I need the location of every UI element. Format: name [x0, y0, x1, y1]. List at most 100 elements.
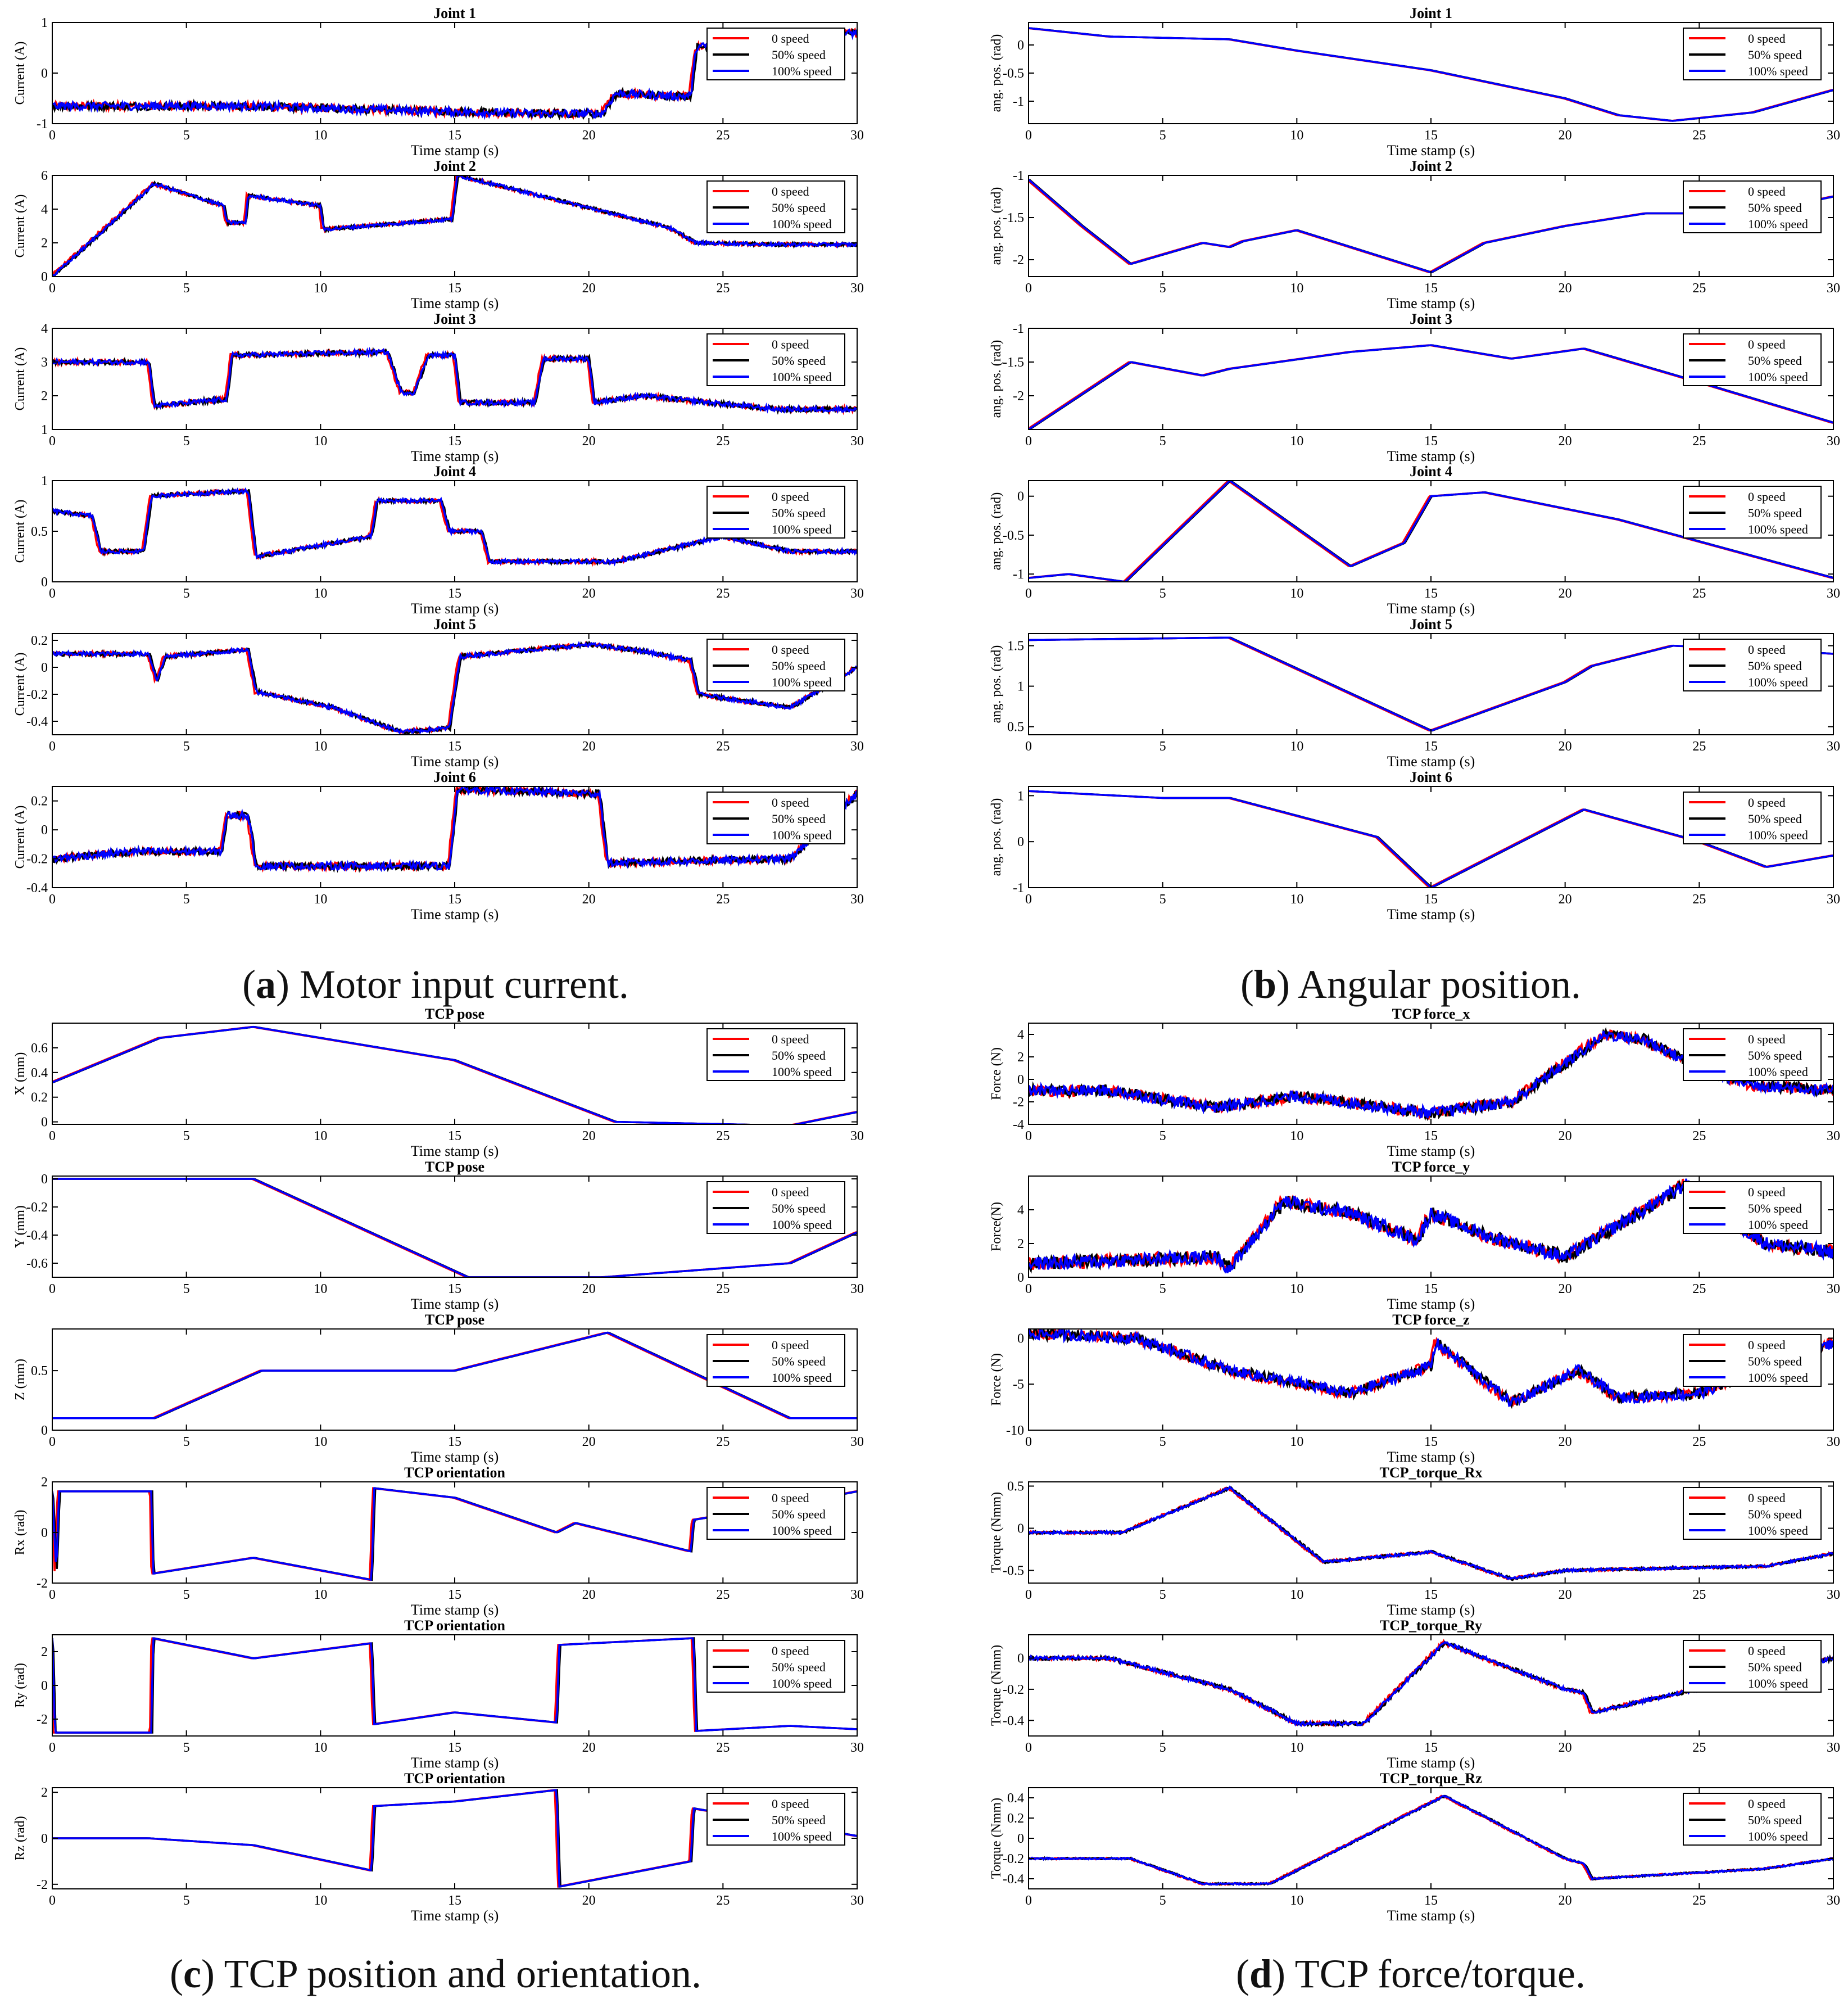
- x-tick-label: 20: [582, 1588, 596, 1602]
- y-tick-label: -1: [1013, 881, 1024, 896]
- y-tick-label: -0.5: [1003, 528, 1024, 543]
- legend-entry: 50% speed: [1748, 506, 1802, 520]
- x-tick-label: 25: [716, 1129, 730, 1143]
- y-tick-label: -0.2: [26, 852, 48, 867]
- x-tick-label: 20: [582, 1129, 596, 1143]
- x-axis-label: Time stamp (s): [411, 448, 499, 464]
- series-group: [1029, 1329, 1833, 1409]
- x-tick-label: 15: [448, 434, 461, 449]
- y-tick-label: -2: [37, 1712, 48, 1727]
- y-tick-label: 0: [41, 1832, 48, 1846]
- x-axis-label: Time stamp (s): [411, 1296, 499, 1312]
- legend: 0 speed 50% speed 100% speed: [706, 639, 845, 691]
- x-tick-label: 30: [850, 1588, 864, 1602]
- legend-entry: 0 speed: [772, 1797, 809, 1811]
- legend-entry: 0 speed: [1748, 1797, 1786, 1811]
- x-tick-label: 25: [716, 892, 730, 907]
- legend: 0 speed 50% speed 100% speed: [1683, 486, 1822, 539]
- x-axis-label: Time stamp (s): [1387, 1143, 1475, 1159]
- x-tick-label: 0: [49, 128, 56, 143]
- x-tick-label: 0: [49, 892, 56, 907]
- subplot-d-2: TCP force_y 0 5 10 15 20 25 30 Time stamp (s) 0 2 4…: [989, 1159, 1840, 1312]
- series-group: [52, 346, 857, 415]
- x-tick-label: 25: [716, 1588, 730, 1602]
- subplot-title: Joint 2: [1410, 158, 1452, 174]
- legend-entry: 50% speed: [1748, 1354, 1802, 1368]
- x-tick-label: 5: [183, 892, 190, 907]
- x-axis-label: Time stamp (s): [411, 1143, 499, 1159]
- x-tick-label: 0: [49, 739, 56, 754]
- x-axis-label: Time stamp (s): [1387, 753, 1475, 770]
- y-tick-label: -2: [1013, 253, 1024, 268]
- legend: 0 speed 50% speed 100% speed: [1683, 333, 1822, 386]
- x-tick-label: 0: [49, 586, 56, 601]
- legend-entry: 50% speed: [772, 354, 826, 368]
- x-axis-label: Time stamp (s): [411, 142, 499, 159]
- legend-entry: 50% speed: [1748, 812, 1802, 826]
- x-tick-label: 20: [582, 1282, 596, 1296]
- x-tick-label: 25: [716, 281, 730, 296]
- x-tick-label: 25: [1692, 128, 1706, 143]
- x-tick-label: 15: [1424, 281, 1438, 296]
- y-tick-label: 0.4: [31, 1066, 48, 1080]
- subplot-b-3: Joint 3 0 5 10 15 20 25 30 Time stamp (s) -2 -1.5 -…: [989, 311, 1840, 464]
- caption-d: (d) TCP force/torque.: [1236, 1951, 1586, 1996]
- legend-entry: 100% speed: [772, 1218, 832, 1232]
- y-tick-label: 1.5: [1007, 639, 1024, 654]
- x-tick-label: 15: [448, 892, 461, 907]
- legend-entry: 0 speed: [772, 1185, 809, 1199]
- x-tick-label: 30: [1827, 739, 1840, 754]
- legend-entry: 50% speed: [772, 1201, 826, 1215]
- y-tick-label: 2: [41, 389, 48, 404]
- x-tick-label: 10: [1290, 1282, 1303, 1296]
- x-tick-label: 0: [49, 1588, 56, 1602]
- legend-entry: 0 speed: [772, 795, 809, 810]
- y-tick-label: -0.2: [1003, 1683, 1024, 1697]
- x-tick-label: 0: [1025, 739, 1032, 754]
- y-axis-label: ang. pos. (rad): [989, 340, 1004, 418]
- x-tick-label: 15: [1424, 739, 1438, 754]
- y-tick-label: -1.5: [1003, 355, 1024, 370]
- x-tick-label: 10: [314, 586, 327, 601]
- subplot-title: TCP force_y: [1392, 1159, 1470, 1175]
- x-tick-label: 10: [314, 1282, 327, 1296]
- x-tick-label: 5: [1159, 1740, 1166, 1755]
- x-tick-label: 10: [314, 1893, 327, 1908]
- x-tick-label: 20: [1559, 739, 1572, 754]
- x-tick-label: 15: [448, 128, 461, 143]
- legend-entry: 0 speed: [772, 1032, 809, 1046]
- x-tick-label: 10: [314, 739, 327, 754]
- y-tick-label: -1: [1013, 169, 1024, 183]
- legend: 0 speed 50% speed 100% speed: [1683, 792, 1822, 844]
- x-tick-label: 5: [183, 586, 190, 601]
- x-tick-label: 5: [1159, 1893, 1166, 1908]
- legend-entry: 100% speed: [772, 1371, 832, 1385]
- subplot-d-3: TCP force_z 0 5 10 15 20 25 30 Time stamp (s) -10…: [989, 1312, 1840, 1465]
- legend-entry: 50% speed: [772, 1048, 826, 1062]
- x-tick-label: 10: [1290, 281, 1303, 296]
- x-tick-label: 0: [1025, 281, 1032, 296]
- subplot-b-4: Joint 4 0 5 10 15 20 25 30 Time stamp (s) -1 -0.5 0…: [989, 463, 1840, 617]
- x-tick-label: 20: [1559, 1435, 1572, 1449]
- y-axis-label: ang. pos. (rad): [989, 492, 1004, 571]
- y-tick-label: -0.2: [26, 1200, 48, 1215]
- x-tick-label: 5: [1159, 1129, 1166, 1143]
- y-tick-label: 0: [1017, 1271, 1024, 1285]
- x-tick-label: 0: [1025, 1435, 1032, 1449]
- caption-b: (b) Angular position.: [1240, 962, 1582, 1007]
- x-tick-label: 20: [582, 1893, 596, 1908]
- x-tick-label: 30: [1827, 1588, 1840, 1602]
- y-axis-label: Force(N): [989, 1202, 1004, 1251]
- subplot-d-4: TCP_torque_Rx 0 5 10 15 20 25 30 Time stamp (s) -…: [989, 1464, 1840, 1618]
- legend-entry: 100% speed: [1748, 828, 1808, 842]
- x-tick-label: 10: [314, 128, 327, 143]
- legend-entry: 0 speed: [1748, 337, 1786, 351]
- x-tick-label: 0: [49, 1129, 56, 1143]
- y-tick-label: 0: [1017, 1522, 1024, 1536]
- x-tick-label: 30: [1827, 586, 1840, 601]
- legend-entry: 0 speed: [772, 1491, 809, 1505]
- series-group: [52, 786, 857, 873]
